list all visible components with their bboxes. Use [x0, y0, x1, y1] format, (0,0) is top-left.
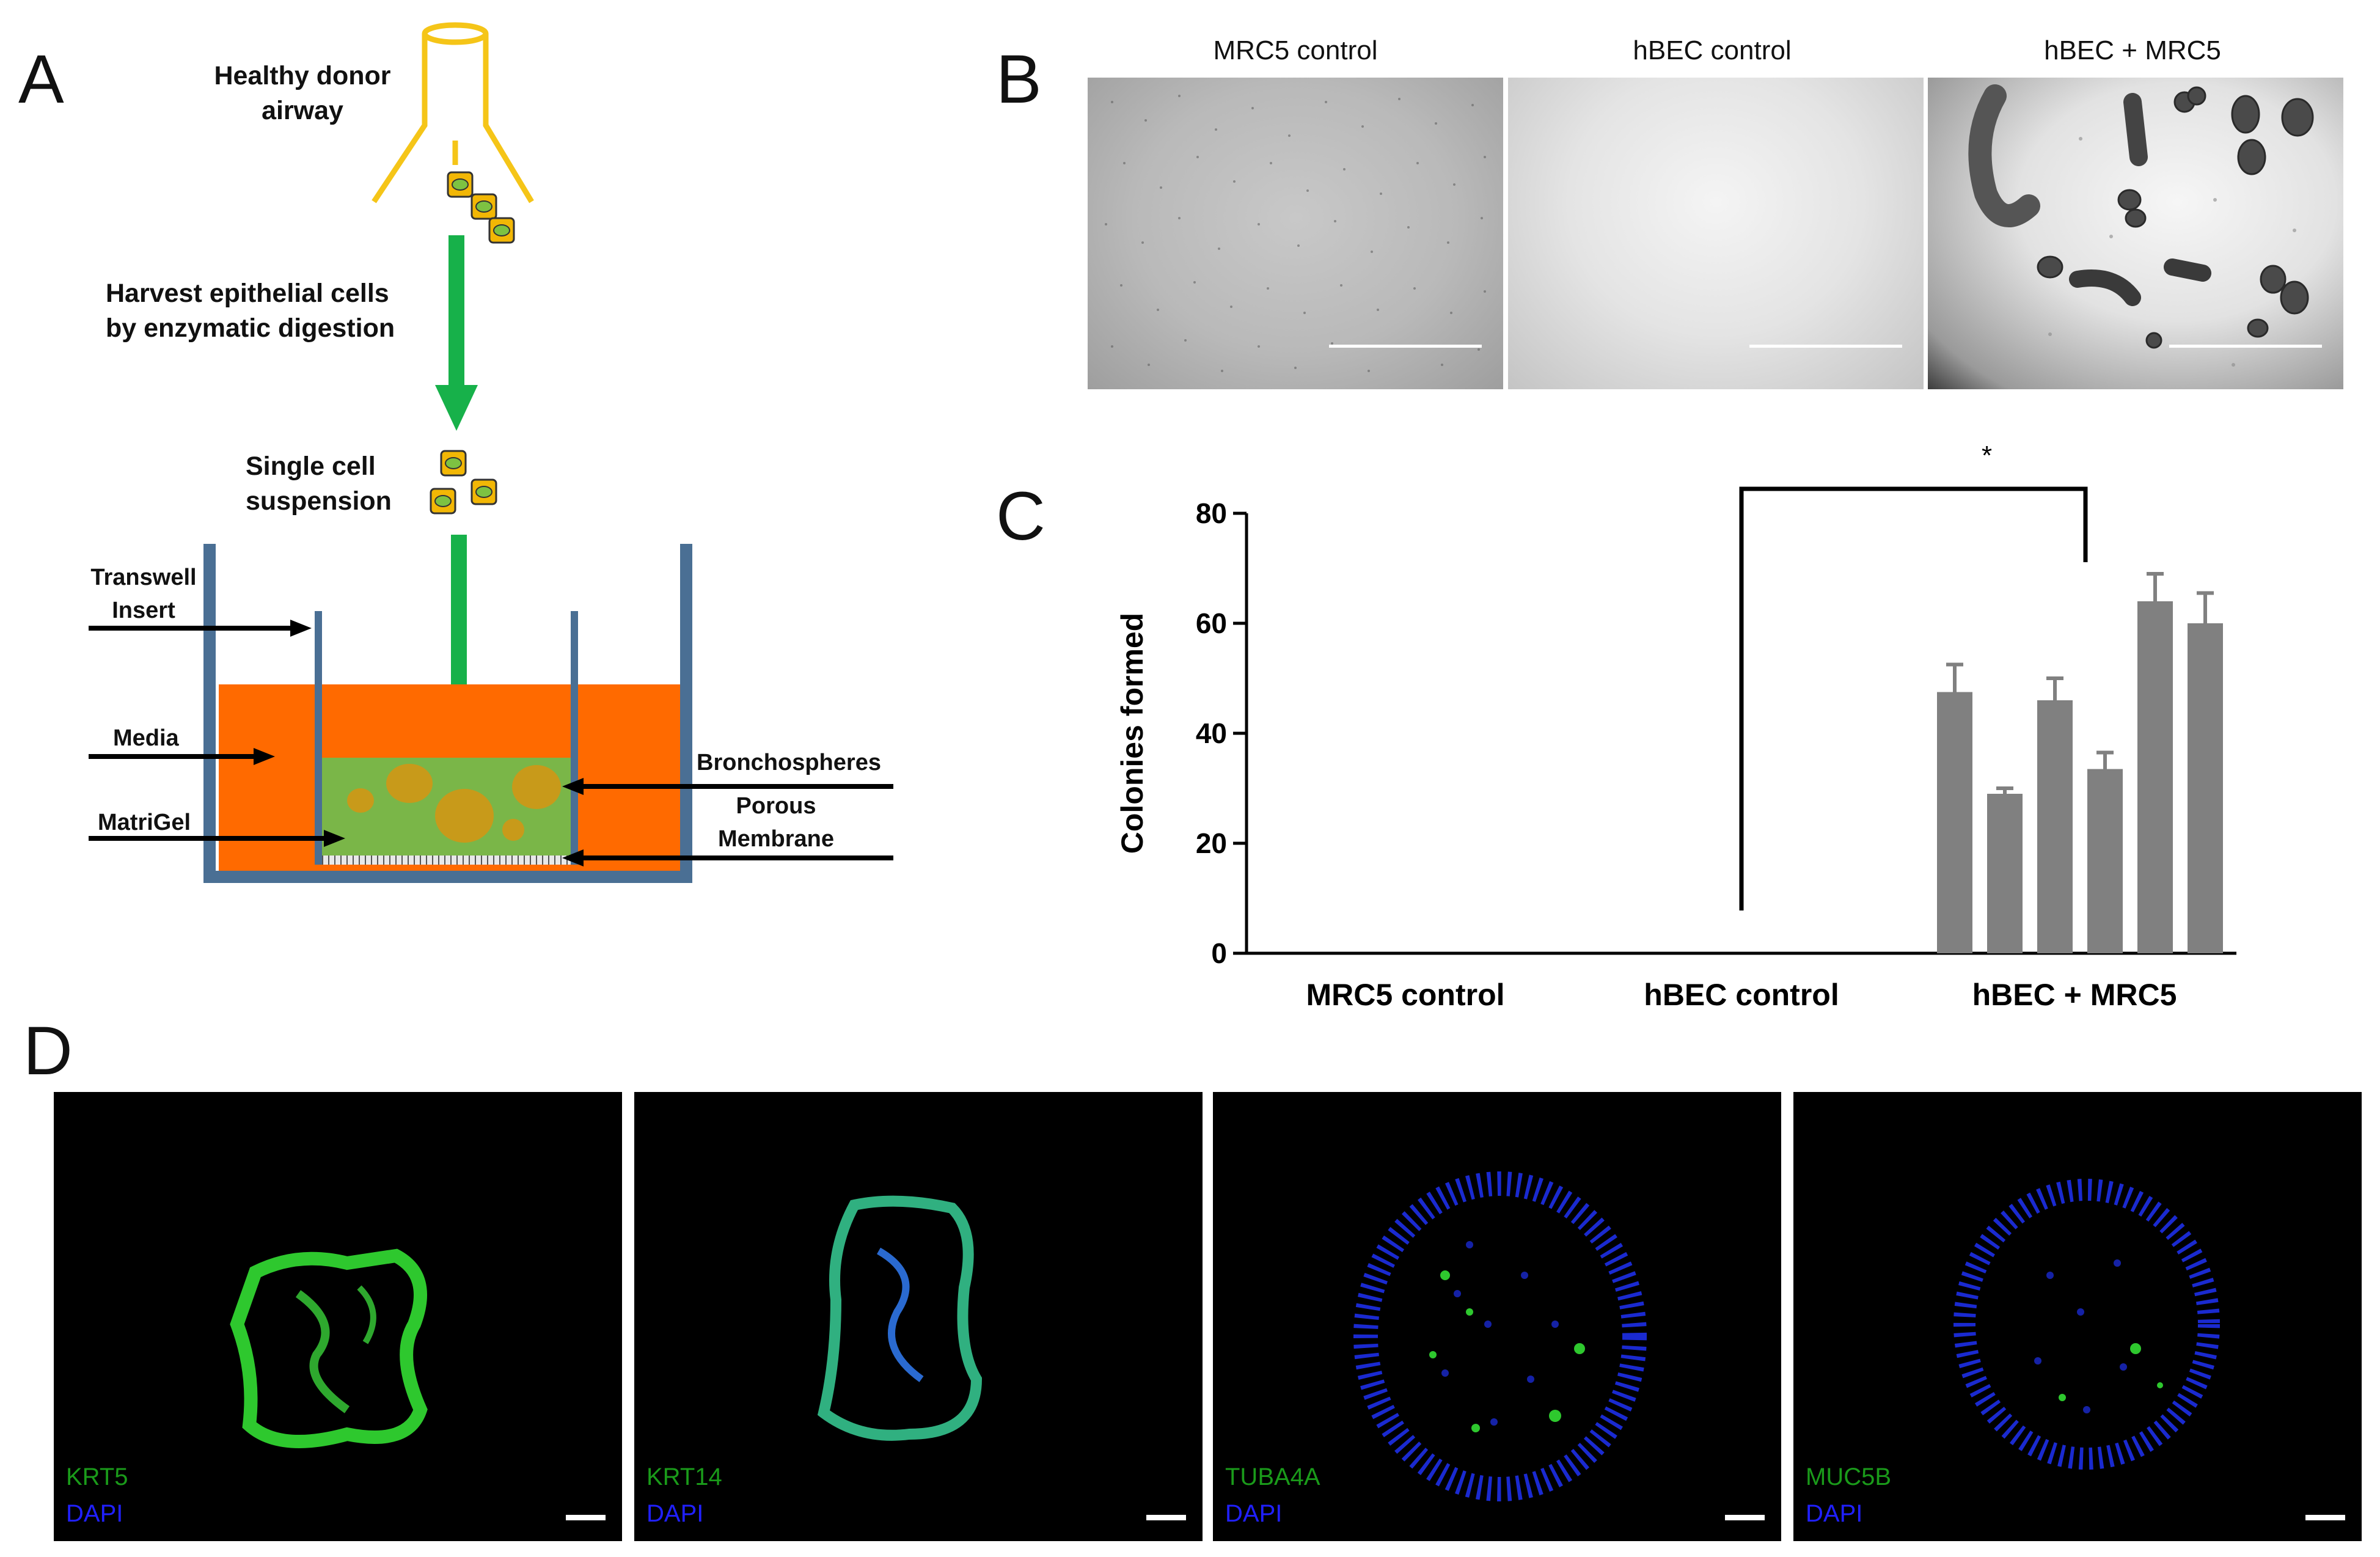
- label-media: Media: [113, 725, 179, 751]
- y-tick-label: 80: [1196, 497, 1227, 529]
- label-single-cell: Single cell suspension: [246, 452, 392, 516]
- label-transwell-insert: Transwell Insert: [90, 565, 197, 623]
- stain-label: TUBA4A DAPI: [1225, 1464, 1320, 1527]
- scale-bar: [2169, 345, 2322, 348]
- scale-bar: [566, 1515, 606, 1520]
- scale-bar: [1749, 345, 1902, 348]
- y-tick-label: 20: [1196, 827, 1227, 859]
- label-healthy-donor: Healthy donor airway: [214, 61, 391, 125]
- panel-label-a: A: [18, 41, 64, 117]
- panel-label-d: D: [23, 1013, 73, 1089]
- bar: [1987, 794, 2023, 953]
- label-bronchospheres: Bronchospheres: [697, 750, 881, 775]
- micrograph-title-coculture: hBEC + MRC5: [2044, 35, 2221, 65]
- panel-label-c: C: [996, 478, 1045, 554]
- y-tick-label: 60: [1196, 607, 1227, 639]
- y-axis-label: Colonies formed: [1115, 613, 1149, 854]
- label-harvest: Harvest epithelial cells by enzymatic dig…: [106, 279, 395, 343]
- significance-star: *: [1982, 441, 1992, 471]
- stain-label: MUC5B DAPI: [1806, 1464, 1892, 1527]
- x-category-label: hBEC + MRC5: [1972, 978, 2177, 1012]
- colonies-bar-chart: 0 20 40 60 80 Colonies formed MRC5 control hBEC…: [1115, 441, 2236, 1012]
- protocol-diagram: [89, 22, 893, 883]
- process-arrow-1: [435, 235, 478, 431]
- panel-label-b: B: [996, 41, 1042, 117]
- bar: [2087, 769, 2123, 953]
- culture-well: [203, 544, 692, 883]
- bar: [2188, 623, 2223, 953]
- bar: [2137, 601, 2173, 953]
- micrograph-title-hbec: hBEC control: [1633, 35, 1792, 65]
- epithelial-cells: [447, 171, 515, 244]
- airway-shape: [372, 22, 534, 203]
- immunofluorescence-krt5: KRT5 DAPI: [54, 1092, 622, 1541]
- micrograph-mrc5-control: [1088, 78, 1503, 389]
- micrograph-hbec-mrc5-coculture: [1928, 78, 2343, 389]
- single-cells: [430, 450, 497, 515]
- x-category-label: MRC5 control: [1306, 978, 1505, 1012]
- micrograph-title-mrc5: MRC5 control: [1213, 35, 1378, 65]
- x-category-label: hBEC control: [1644, 978, 1839, 1012]
- annotation-arrows: [89, 620, 893, 866]
- significance-bracket: [1739, 486, 2088, 910]
- micrograph-hbec-control: [1508, 78, 1924, 389]
- immunofluorescence-krt14: KRT14 DAPI: [634, 1092, 1203, 1541]
- scale-bar: [1725, 1515, 1765, 1520]
- y-tick-label: 0: [1211, 937, 1227, 969]
- immunofluorescence-tuba4a: TUBA4A DAPI: [1213, 1092, 1781, 1541]
- stain-label: KRT5 DAPI: [66, 1464, 128, 1527]
- y-tick-label: 40: [1196, 717, 1227, 749]
- scale-bar: [1329, 345, 1482, 348]
- label-porous-membrane: Porous Membrane: [717, 793, 835, 852]
- immunofluorescence-muc5b: MUC5B DAPI: [1793, 1092, 2362, 1541]
- bar: [1937, 692, 1972, 953]
- bar: [2037, 700, 2073, 953]
- scale-bar: [1146, 1515, 1186, 1520]
- label-matrigel: MatriGel: [98, 810, 191, 835]
- scale-bar: [2305, 1515, 2345, 1520]
- stain-label: KRT14 DAPI: [646, 1464, 722, 1527]
